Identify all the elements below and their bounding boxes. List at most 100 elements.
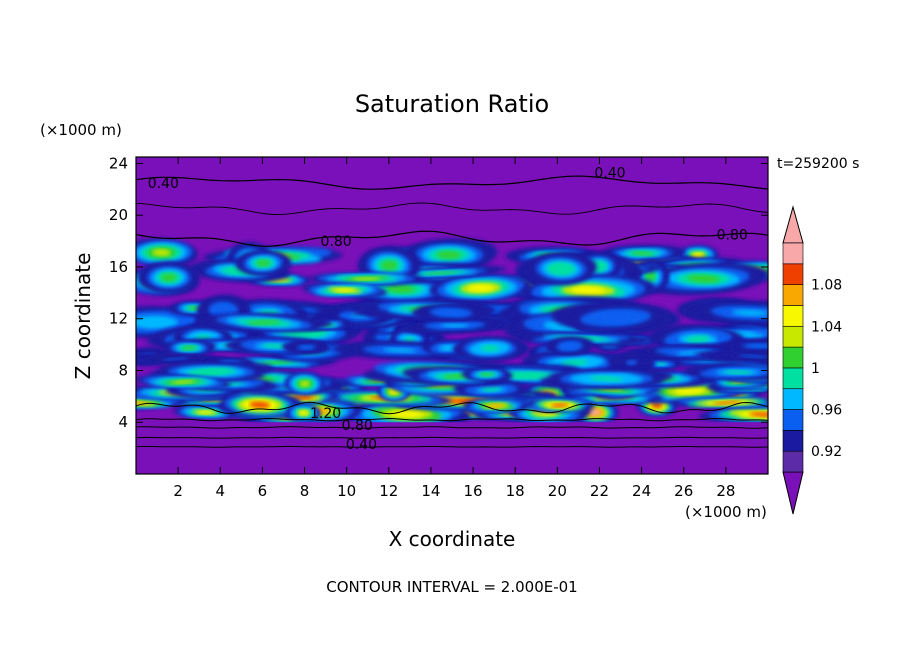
color-fill-regions <box>136 157 768 474</box>
contour-field <box>136 157 768 474</box>
color-region <box>195 369 227 375</box>
x-tick-label: 12 <box>379 482 398 500</box>
color-region <box>441 310 461 315</box>
color-region <box>294 395 312 400</box>
color-region <box>561 359 589 366</box>
color-region <box>724 370 752 375</box>
color-region <box>487 403 505 408</box>
colorbar-tick-label: 1 <box>811 361 820 377</box>
color-region <box>550 403 569 407</box>
x-tick-label: 26 <box>674 482 693 500</box>
contour-line-120 <box>136 401 768 415</box>
color-region <box>249 401 271 409</box>
lower-dry-layer <box>136 422 768 474</box>
contour-line-060-upper <box>136 202 768 215</box>
color-region <box>687 274 720 283</box>
color-region <box>645 272 656 281</box>
x-axis-label: X coordinate <box>389 527 516 551</box>
colorbar-over-arrow <box>782 205 804 244</box>
colorbar-swatch <box>782 450 804 473</box>
color-region <box>712 401 742 405</box>
color-region <box>480 372 494 377</box>
x-tick-label: 22 <box>590 482 609 500</box>
y-axis-ticks: 4 8 12 16 20 24 <box>109 154 768 431</box>
color-region <box>588 409 601 416</box>
x-axis-ticks: 2 4 6 8 10 12 14 16 18 20 22 24 26 28 <box>173 157 735 500</box>
color-region <box>381 260 398 271</box>
colorbar-swatch <box>782 325 804 348</box>
contour-label: 0.40 <box>594 166 625 182</box>
color-region <box>386 284 416 294</box>
x-tick-label: 14 <box>421 482 440 500</box>
color-region <box>738 354 768 359</box>
colorbar-swatch <box>782 242 804 265</box>
colorbar-swatch <box>782 284 804 306</box>
time-label: t=259200 s <box>777 156 859 172</box>
contour-labels: 0.400.400.80 0.801.200.800.40 <box>148 166 748 454</box>
contour-label: 1.20 <box>310 406 341 422</box>
contour-label: 0.40 <box>346 437 377 453</box>
color-region <box>563 343 576 349</box>
contour-label: 0.80 <box>717 228 748 244</box>
color-region <box>480 345 500 352</box>
x-tick-label: 2 <box>173 482 183 500</box>
color-region <box>216 306 231 315</box>
color-region <box>138 318 169 327</box>
color-region <box>300 345 313 350</box>
color-region <box>171 380 196 384</box>
color-region <box>467 284 494 292</box>
color-region <box>748 412 768 417</box>
contour-label: 0.80 <box>342 418 373 434</box>
color-region <box>246 320 281 325</box>
colorbar: 0.92 0.96 1 1.04 1.08 <box>782 205 842 515</box>
x-tick-label: 20 <box>548 482 567 500</box>
plot-frame <box>135 156 769 475</box>
colorbar-swatch <box>782 346 804 369</box>
color-region <box>692 253 704 259</box>
contour-line-060-lower <box>136 436 768 439</box>
color-region <box>195 334 211 341</box>
color-region <box>674 387 704 395</box>
color-region <box>404 336 415 343</box>
color-region <box>685 335 711 343</box>
contour-label: 0.40 <box>148 176 179 192</box>
colorbar-tick-label: 1.08 <box>811 278 842 294</box>
y-tick-label: 24 <box>109 154 128 172</box>
color-region <box>299 410 309 416</box>
color-region <box>383 347 417 353</box>
color-region <box>481 387 501 392</box>
colorbar-swatch <box>782 305 804 327</box>
contour-lines <box>136 175 768 448</box>
contour-line-040-lower <box>136 445 768 448</box>
color-region <box>197 410 214 414</box>
color-region <box>256 259 271 267</box>
contour-line-080-upper <box>136 230 768 247</box>
contour-line-100 <box>136 417 768 422</box>
color-region <box>334 288 356 293</box>
color-region <box>631 251 654 256</box>
contour-label: 0.80 <box>321 234 352 250</box>
chart-title: Saturation Ratio <box>355 90 549 118</box>
contour-line-080-lower <box>136 426 768 429</box>
color-region <box>732 309 768 316</box>
color-region <box>508 373 545 378</box>
color-region <box>424 271 458 275</box>
y-tick-label: 16 <box>109 258 128 276</box>
contour-interval-note: CONTOUR INTERVAL = 2.000E-01 <box>326 578 577 596</box>
color-region <box>161 357 189 361</box>
colorbar-swatch <box>782 263 804 285</box>
y-tick-label: 8 <box>118 361 128 379</box>
color-region <box>599 313 632 322</box>
x-tick-label: 10 <box>337 482 356 500</box>
color-region <box>440 322 469 328</box>
color-region <box>262 343 288 349</box>
y-axis-label: Z coordinate <box>71 253 95 380</box>
x-tick-label: 16 <box>464 482 483 500</box>
color-region <box>598 388 625 392</box>
z-unit-label: (×1000 m) <box>40 121 122 139</box>
color-region <box>589 376 624 382</box>
x-unit-label: (×1000 m) <box>685 503 767 521</box>
color-region <box>261 360 292 365</box>
x-tick-label: 8 <box>300 482 310 500</box>
